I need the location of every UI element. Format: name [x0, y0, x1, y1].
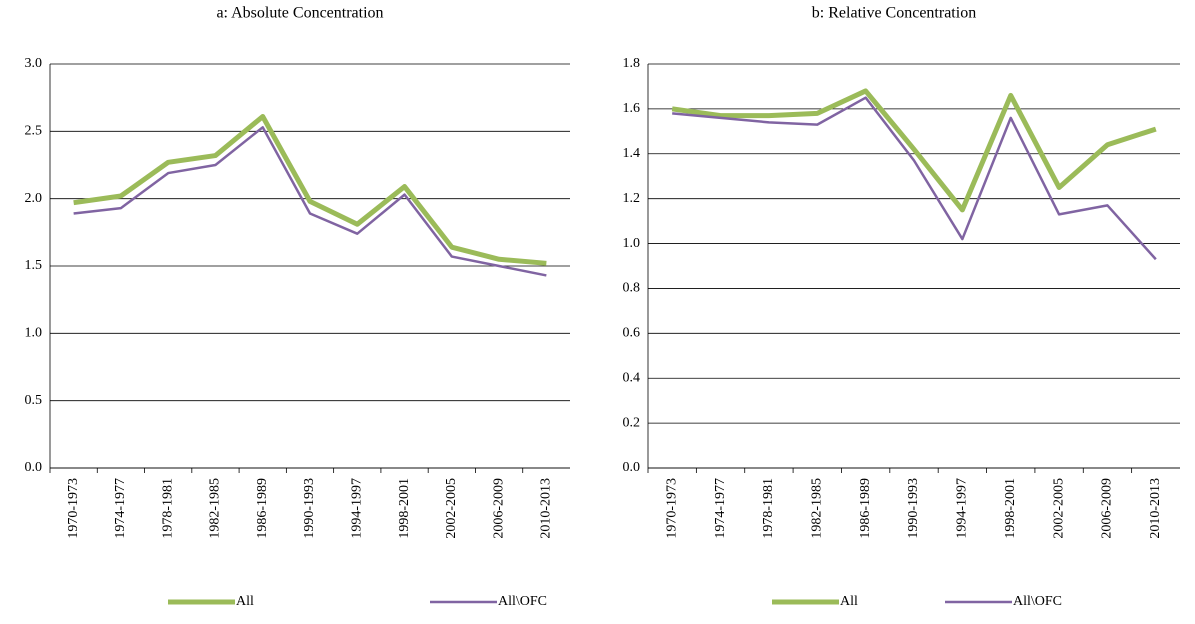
chart-title: a: Absolute Concentration — [216, 5, 383, 22]
y-tick-label: 2.0 — [25, 191, 43, 206]
chart-title: b: Relative Concentration — [812, 5, 976, 22]
y-tick-label: 0.2 — [623, 415, 641, 430]
x-tick-label: 2010-2013 — [539, 478, 554, 539]
y-tick-label: 3.0 — [25, 56, 43, 71]
data-line — [73, 114, 547, 266]
data-line — [672, 96, 1157, 261]
legend-label: All — [236, 594, 254, 609]
x-tick-label: 1982-1985 — [208, 478, 223, 539]
x-tick-label: 1974-1977 — [113, 478, 128, 539]
x-tick-label: 1986-1989 — [255, 478, 270, 539]
y-tick-label: 1.8 — [623, 56, 641, 71]
y-tick-label: 1.0 — [623, 236, 641, 251]
x-tick-label: 1982-1985 — [809, 478, 824, 539]
y-tick-label: 2.5 — [25, 124, 43, 139]
y-tick-label: 1.2 — [623, 191, 641, 206]
x-tick-label: 1990-1993 — [302, 478, 317, 539]
x-tick-label: 2002-2005 — [1051, 478, 1066, 539]
x-tick-label: 2006-2009 — [491, 478, 506, 539]
legend-label: All\OFC — [498, 594, 547, 609]
y-tick-label: 0.5 — [25, 393, 43, 408]
x-tick-label: 1978-1981 — [761, 478, 776, 539]
x-tick-label: 2002-2005 — [444, 478, 459, 539]
x-tick-label: 1978-1981 — [160, 478, 175, 539]
legend-label: All — [840, 594, 858, 609]
data-line — [73, 126, 547, 277]
x-tick-label: 1970-1973 — [664, 478, 679, 539]
y-tick-label: 1.4 — [623, 146, 641, 161]
y-tick-label: 1.6 — [623, 101, 641, 116]
x-tick-label: 1994-1997 — [955, 478, 970, 539]
data-line — [671, 88, 1157, 213]
x-tick-label: 2006-2009 — [1100, 478, 1115, 539]
x-tick-label: 1998-2001 — [397, 478, 412, 539]
y-tick-label: 0.8 — [623, 281, 641, 296]
x-tick-label: 2010-2013 — [1148, 478, 1163, 539]
y-tick-label: 0.4 — [623, 370, 641, 385]
y-tick-label: 0.0 — [623, 460, 641, 475]
y-tick-label: 1.0 — [25, 326, 43, 341]
y-tick-label: 0.0 — [25, 460, 43, 475]
x-tick-label: 1998-2001 — [1003, 478, 1018, 539]
x-tick-label: 1970-1973 — [66, 478, 81, 539]
x-tick-label: 1994-1997 — [349, 478, 364, 539]
legend-label: All\OFC — [1013, 594, 1062, 609]
x-tick-label: 1986-1989 — [858, 478, 873, 539]
x-tick-label: 1974-1977 — [713, 478, 728, 539]
y-tick-label: 1.5 — [25, 258, 43, 273]
y-tick-label: 0.6 — [623, 326, 641, 341]
x-tick-label: 1990-1993 — [906, 478, 921, 539]
